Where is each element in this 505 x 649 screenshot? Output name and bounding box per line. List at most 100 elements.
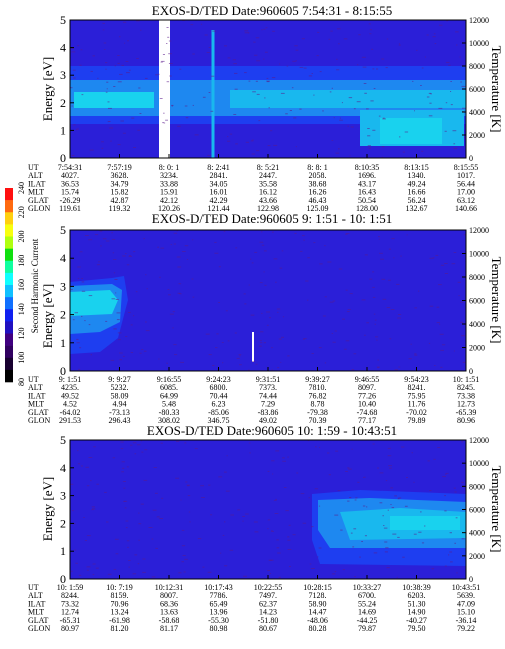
grain-speck bbox=[277, 311, 279, 313]
grain-speck bbox=[86, 485, 90, 487]
grain-speck bbox=[90, 354, 92, 356]
grain-speck bbox=[226, 455, 228, 457]
grain-speck bbox=[268, 107, 270, 109]
grain-speck bbox=[111, 298, 116, 300]
grain-speck bbox=[128, 255, 132, 257]
grain-speck bbox=[122, 467, 125, 469]
grain-speck bbox=[112, 252, 115, 254]
table-cell: 33.88 bbox=[160, 179, 178, 188]
table-cell: 62.37 bbox=[259, 599, 277, 608]
grain-speck bbox=[254, 54, 258, 56]
grain-speck bbox=[452, 130, 457, 132]
grain-speck bbox=[245, 141, 249, 143]
table-cell: 34.79 bbox=[111, 179, 129, 188]
grain-speck bbox=[107, 121, 110, 123]
grain-speck bbox=[329, 91, 332, 93]
colorbar-swatch bbox=[5, 309, 13, 322]
grain-speck bbox=[453, 252, 457, 253]
grain-speck bbox=[244, 30, 249, 32]
grain-speck bbox=[293, 117, 297, 119]
panel-2-plot bbox=[70, 230, 466, 371]
grain-speck bbox=[363, 476, 365, 478]
y2-tick-label: 12000 bbox=[469, 16, 489, 25]
table-cell: 8241. bbox=[408, 383, 426, 392]
table-cell: 4.52 bbox=[63, 400, 77, 409]
grain-speck bbox=[295, 49, 299, 51]
grain-speck bbox=[402, 556, 405, 558]
grain-speck bbox=[174, 354, 178, 356]
grain-speck bbox=[455, 31, 459, 33]
grain-speck bbox=[274, 513, 279, 514]
grain-speck bbox=[432, 36, 436, 38]
grain-speck bbox=[108, 121, 111, 122]
table-cell: 13.96 bbox=[210, 608, 228, 617]
grain-speck bbox=[122, 481, 126, 482]
grain-speck bbox=[315, 446, 317, 448]
panel-1-axes: 0 1 2 3 4 5 0 2000 4000 6000 8000 10000 12000 bbox=[60, 13, 489, 165]
table-cell: 6.23 bbox=[212, 400, 226, 409]
grain-speck bbox=[251, 262, 254, 264]
grain-speck bbox=[160, 442, 163, 444]
grain-speck bbox=[351, 369, 355, 371]
grain-speck bbox=[347, 125, 349, 127]
grain-speck bbox=[271, 369, 273, 371]
grain-speck bbox=[72, 523, 76, 525]
grain-speck bbox=[155, 547, 158, 549]
grain-speck bbox=[74, 312, 78, 314]
colorbar-tick-label: 120 bbox=[17, 328, 26, 340]
table-cell: -73.13 bbox=[109, 408, 130, 417]
grain-speck bbox=[453, 147, 458, 149]
grain-speck bbox=[330, 30, 333, 32]
table-cell: -58.68 bbox=[159, 616, 180, 625]
grain-speck bbox=[177, 125, 181, 127]
grain-speck bbox=[224, 471, 227, 473]
grain-speck bbox=[269, 317, 271, 319]
grain-speck bbox=[426, 34, 429, 36]
grain-speck bbox=[122, 132, 126, 134]
grain-speck bbox=[353, 528, 357, 530]
grain-speck bbox=[279, 267, 283, 269]
grain-speck bbox=[138, 512, 140, 514]
grain-speck bbox=[314, 488, 319, 490]
grain-speck bbox=[454, 542, 456, 544]
grain-speck bbox=[309, 563, 312, 565]
table-row-label: UT bbox=[28, 583, 39, 592]
grain-speck bbox=[269, 573, 271, 574]
grain-speck bbox=[227, 57, 231, 59]
grain-speck bbox=[214, 252, 219, 254]
grain-speck bbox=[418, 531, 422, 533]
y2-tick-label: 8000 bbox=[469, 482, 485, 491]
grain-speck bbox=[311, 526, 314, 528]
grain-speck bbox=[125, 336, 128, 337]
grain-speck bbox=[115, 299, 119, 300]
grain-speck bbox=[95, 567, 99, 569]
grain-speck bbox=[126, 540, 130, 542]
grain-speck bbox=[218, 476, 223, 478]
panel-1-orbit-table: UT 7:54:31 7:57:19 8: 0: 1 8: 2:41 8: 5:21 8: … bbox=[28, 163, 478, 213]
grain-speck bbox=[256, 150, 260, 152]
grain-speck bbox=[300, 493, 305, 495]
grain-speck bbox=[166, 81, 170, 83]
grain-speck bbox=[94, 234, 99, 236]
grain-speck bbox=[101, 147, 104, 149]
grain-speck bbox=[234, 72, 238, 74]
table-row-label: ILAT bbox=[28, 179, 45, 188]
grain-speck bbox=[324, 296, 327, 298]
grain-speck bbox=[181, 529, 185, 531]
grain-speck bbox=[132, 573, 137, 575]
grain-speck bbox=[383, 525, 385, 526]
table-cell: 43.17 bbox=[358, 179, 376, 188]
grain-speck bbox=[248, 32, 250, 34]
table-cell: 10: 1:59 bbox=[57, 583, 83, 592]
table-cell: 2841. bbox=[210, 171, 228, 180]
grain-speck bbox=[460, 321, 463, 323]
grain-speck bbox=[461, 85, 466, 87]
colorbar-tick-label: 220 bbox=[17, 206, 26, 218]
table-cell: 296.43 bbox=[109, 416, 131, 425]
grain-speck bbox=[145, 274, 147, 276]
grain-speck bbox=[398, 366, 401, 368]
grain-speck bbox=[117, 81, 122, 83]
grain-speck bbox=[71, 105, 73, 107]
grain-speck bbox=[212, 30, 216, 32]
grain-speck bbox=[462, 110, 464, 112]
